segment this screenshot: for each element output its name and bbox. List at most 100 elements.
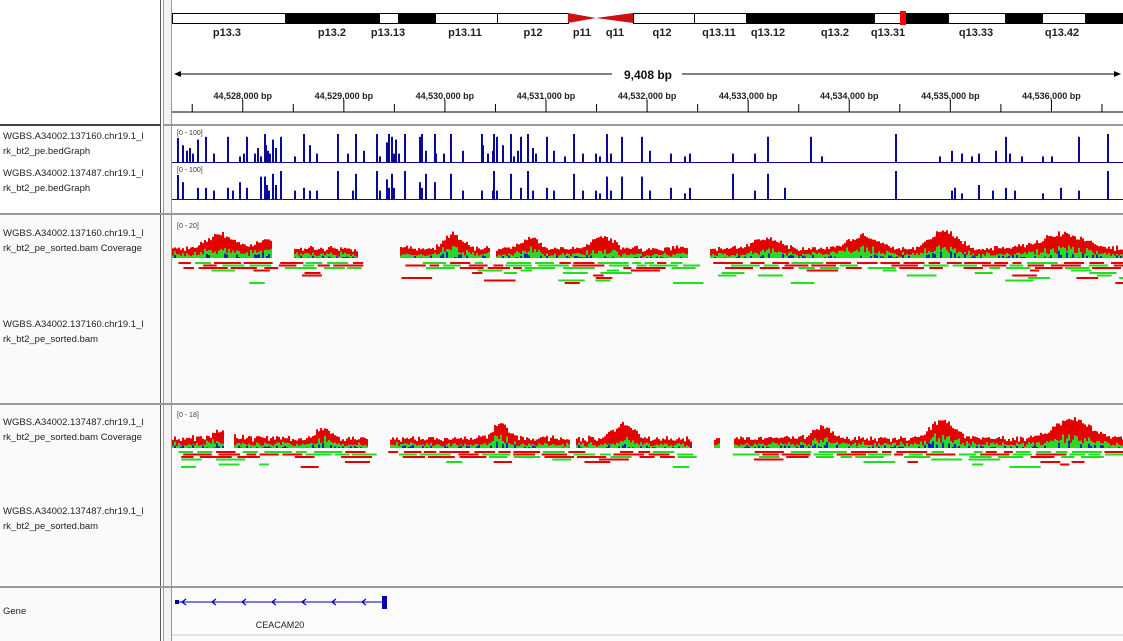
coverage-green: [904, 255, 906, 258]
coverage-blue: [964, 253, 966, 258]
coverage-green: [806, 445, 808, 448]
coverage-green: [888, 444, 890, 448]
coverage-column: [586, 244, 588, 258]
ideogram-band[interactable]: [379, 13, 399, 24]
coverage-green: [1034, 444, 1036, 446]
coverage-green: [548, 256, 550, 258]
coverage-column: [1026, 438, 1028, 448]
coverage-column: [338, 436, 340, 448]
coverage-column: [934, 236, 936, 258]
ideogram-band[interactable]: [792, 13, 875, 24]
coverage-green: [488, 443, 490, 448]
coverage-column: [816, 429, 818, 448]
read: [670, 262, 683, 264]
coverage-green: [356, 445, 358, 448]
methylation-bar: [404, 171, 406, 199]
ideogram-band[interactable]: [746, 13, 793, 24]
alignment-track-2[interactable]: [172, 451, 1123, 471]
track-name-alignments-1[interactable]: WGBS.A34002.137160.chr19.1_l rk_bt2_pe_s…: [3, 317, 143, 347]
coverage-green: [570, 256, 572, 258]
coverage-green: [196, 442, 198, 448]
ideogram-band[interactable]: [398, 13, 436, 24]
coverage-red: [908, 440, 910, 447]
coverage-red: [786, 435, 788, 445]
track-name-bedgraph-2[interactable]: WGBS.A34002.137487.chr19.1_l rk_bt2_pe.b…: [3, 166, 143, 196]
coverage-track-2[interactable]: [172, 408, 1123, 450]
coverage-red: [670, 250, 672, 257]
ideogram-band[interactable]: [285, 13, 380, 24]
coverage-red: [486, 438, 488, 446]
bedgraph-track-2[interactable]: [172, 165, 1123, 201]
coverage-column: [652, 440, 654, 448]
coverage-track-1[interactable]: [172, 218, 1123, 260]
coverage-blue: [262, 447, 264, 448]
coverage-red: [604, 436, 606, 444]
coverage-green: [854, 442, 856, 448]
coverage-green: [442, 446, 444, 448]
coverage-green: [822, 254, 824, 258]
ideogram-band[interactable]: [435, 13, 498, 24]
coverage-red: [500, 423, 502, 435]
coverage-blue: [768, 253, 770, 258]
coverage-column: [626, 425, 628, 448]
coverage-green: [544, 256, 546, 258]
coverage-green: [562, 252, 564, 258]
track-name-alignments-2[interactable]: WGBS.A34002.137487.chr19.1_l rk_bt2_pe_s…: [3, 504, 143, 534]
bedgraph-track-1[interactable]: [172, 128, 1123, 164]
read: [781, 453, 811, 456]
coverage-column: [172, 248, 174, 258]
ideogram-band[interactable]: [1042, 13, 1086, 24]
coverage-column: [304, 439, 306, 448]
ideogram-band[interactable]: [172, 13, 286, 24]
track-name-bedgraph-1[interactable]: WGBS.A34002.137160.chr19.1_l rk_bt2_pe.b…: [3, 129, 143, 159]
chromosome-ideogram[interactable]: p13.3 p13.2 p13.13 p13.11 p12 p11 q11 q12 q13.11…: [172, 8, 1123, 40]
ideogram-band[interactable]: [900, 13, 949, 24]
coverage-red: [172, 248, 174, 256]
coverage-green: [1034, 254, 1036, 257]
coverage-column: [196, 436, 198, 448]
current-region-marker[interactable]: [900, 11, 906, 25]
track-name-gene[interactable]: Gene: [3, 604, 26, 619]
coverage-blue: [954, 252, 956, 258]
coverage-red: [476, 246, 478, 254]
coverage-red: [1070, 236, 1072, 249]
gene-name-label[interactable]: CEACAM20: [256, 620, 305, 630]
coverage-red: [664, 439, 666, 444]
ideogram-band[interactable]: [874, 13, 901, 24]
coverage-green: [1096, 441, 1098, 448]
coverage-column: [444, 438, 446, 448]
ideogram-band[interactable]: [1005, 13, 1043, 24]
read: [335, 453, 350, 456]
gene-track[interactable]: CEACAM20: [172, 590, 1123, 638]
read: [399, 453, 417, 456]
coverage-red: [1028, 242, 1030, 252]
coverage-green: [542, 254, 544, 258]
ideogram-band[interactable]: [633, 13, 695, 24]
gene-exon[interactable]: [382, 596, 387, 609]
track-name-coverage-1[interactable]: WGBS.A34002.137160.chr19.1_l rk_bt2_pe_s…: [3, 226, 143, 256]
coverage-blue: [1058, 442, 1060, 448]
ideogram-band[interactable]: [1085, 13, 1123, 24]
coverage-column: [394, 439, 396, 448]
coverage-column: [254, 244, 256, 258]
ideogram-band[interactable]: [694, 13, 747, 24]
coverage-blue: [784, 445, 786, 448]
ideogram-band[interactable]: [497, 13, 569, 24]
coverage-column: [332, 247, 334, 258]
ideogram-band[interactable]: [948, 13, 1006, 24]
coverage-green: [910, 254, 912, 258]
track-name-coverage-2[interactable]: WGBS.A34002.137487.chr19.1_l rk_bt2_pe_s…: [3, 415, 143, 445]
coverage-red: [1104, 433, 1106, 442]
coverage-column: [1092, 431, 1094, 448]
coverage-red: [258, 436, 260, 444]
coverage-red: [466, 241, 468, 251]
coverage-column: [736, 248, 738, 258]
coverage-red: [366, 439, 368, 447]
coverage-red: [756, 239, 758, 254]
read: [563, 267, 595, 269]
alignment-track-1[interactable]: [172, 262, 1123, 286]
read: [867, 267, 896, 269]
coverage-red: [572, 246, 574, 254]
coverage-column: [748, 437, 750, 448]
